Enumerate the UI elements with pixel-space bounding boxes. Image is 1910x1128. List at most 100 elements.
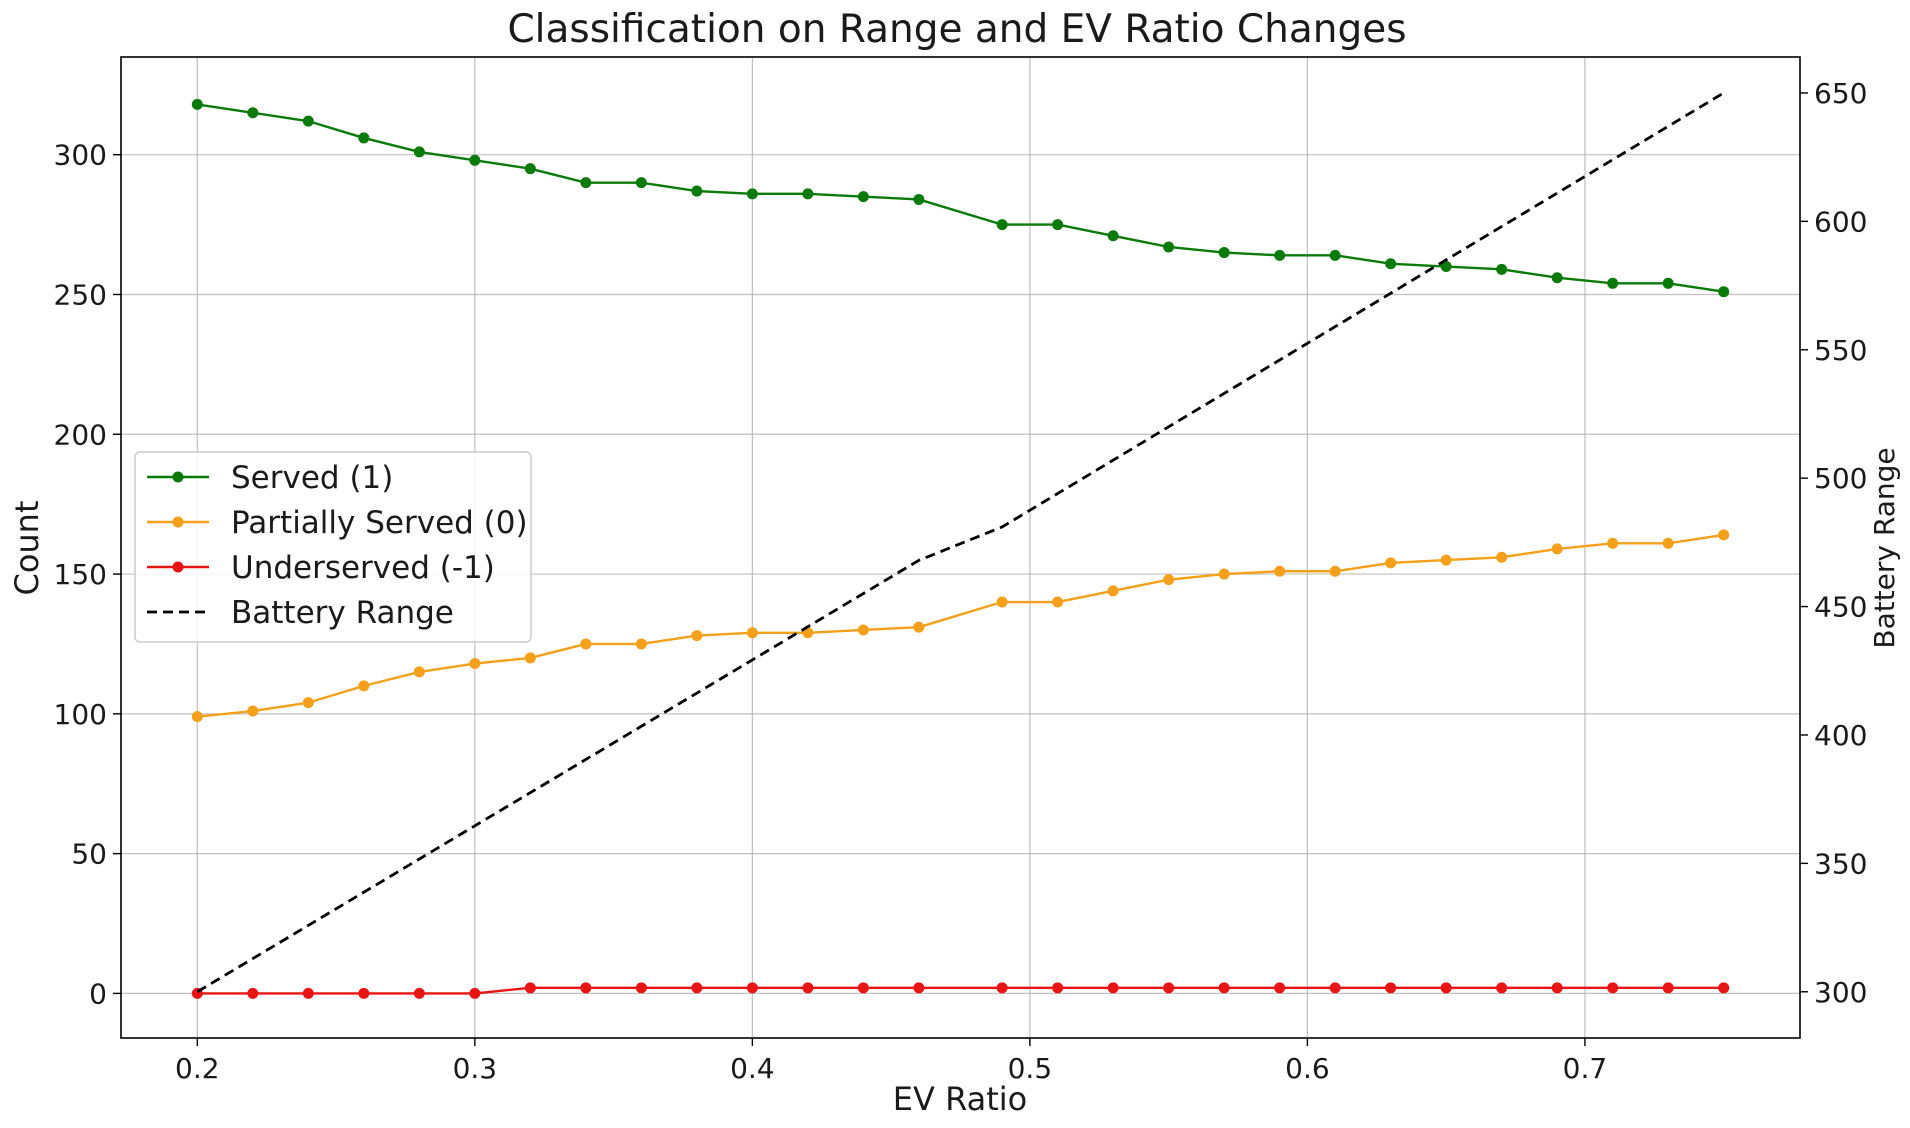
data-point: [1329, 982, 1341, 994]
data-point: [691, 185, 703, 197]
data-point: [1607, 277, 1619, 289]
x-tick-label: 0.2: [175, 1052, 220, 1085]
data-point: [469, 154, 481, 166]
data-point: [746, 982, 758, 994]
data-point: [1551, 543, 1563, 555]
data-point: [469, 987, 481, 999]
data-point: [1718, 529, 1730, 541]
legend-label: Partially Served (0): [231, 505, 528, 541]
data-point: [580, 982, 592, 994]
data-point: [524, 163, 536, 175]
legend-box: [134, 451, 532, 643]
data-point: [1607, 537, 1619, 549]
series-2: [191, 982, 1730, 999]
data-point: [857, 624, 869, 636]
data-point: [580, 177, 592, 189]
data-point: [1218, 247, 1230, 259]
legend-label: Underserved (-1): [231, 550, 495, 586]
data-point: [1107, 230, 1119, 242]
data-point: [996, 219, 1008, 231]
data-point: [1385, 258, 1397, 270]
data-point: [358, 132, 370, 144]
data-point: [802, 982, 814, 994]
x-ticks: 0.2 0.3 0.4 0.5 0.6 0.7: [175, 1038, 1607, 1085]
data-point: [802, 188, 814, 200]
chart-title: Classification on Range and EV Ratio Cha…: [507, 7, 1406, 52]
data-point: [635, 177, 647, 189]
data-point: [1107, 585, 1119, 597]
data-point: [691, 630, 703, 642]
data-point: [1163, 241, 1175, 253]
y2-tick-label: 650: [1814, 77, 1867, 110]
data-point: [1163, 982, 1175, 994]
data-point: [1662, 537, 1674, 549]
data-point: [1107, 982, 1119, 994]
data-point: [1440, 554, 1452, 566]
data-point: [191, 711, 203, 723]
data-point: [413, 987, 425, 999]
data-point: [1274, 982, 1286, 994]
grid: [121, 57, 1800, 1038]
x-axis-label: EV Ratio: [893, 1080, 1027, 1118]
y2-tick-label: 500: [1814, 462, 1867, 495]
data-point: [1385, 557, 1397, 569]
legend-entries: Served (1) Partially Served (0) Underserve…: [147, 460, 528, 631]
data-point: [580, 638, 592, 650]
y2-tick-label: 550: [1814, 334, 1867, 367]
legend: Served (1) Partially Served (0) Underserve…: [134, 451, 532, 643]
data-point: [1052, 982, 1064, 994]
y2-tick-label: 300: [1814, 976, 1867, 1009]
data-point: [358, 680, 370, 692]
data-point: [358, 987, 370, 999]
data-point: [1218, 982, 1230, 994]
y2-tick-label: 450: [1814, 591, 1867, 624]
data-point: [302, 987, 314, 999]
series-line: [197, 533, 1724, 718]
y-tick-label: 250: [54, 278, 107, 311]
data-point: [746, 627, 758, 639]
data-point: [1052, 596, 1064, 608]
data-point: [996, 596, 1008, 608]
data-point: [1496, 551, 1508, 563]
y2-tick-label: 600: [1814, 205, 1867, 238]
legend-label: Battery Range: [231, 595, 454, 631]
data-point: [913, 982, 925, 994]
data-point: [1662, 277, 1674, 289]
series-line: [196, 91, 1725, 993]
data-point: [857, 191, 869, 203]
x-tick-label: 0.7: [1563, 1052, 1608, 1085]
series-line: [197, 103, 1724, 293]
legend-marker: [172, 471, 184, 483]
y2-axis-label: Battery Range: [1868, 447, 1901, 648]
data-point: [1551, 272, 1563, 284]
data-point: [302, 115, 314, 127]
y-tick-label: 300: [54, 139, 107, 172]
y-tick-label: 150: [54, 558, 107, 591]
plot-frame: [120, 56, 1801, 1039]
y2-tick-label: 350: [1814, 847, 1867, 880]
data-point: [1329, 249, 1341, 261]
data-point: [1718, 982, 1730, 994]
data-point: [691, 982, 703, 994]
series-0: [191, 98, 1730, 298]
data-point: [1052, 219, 1064, 231]
data-point: [857, 982, 869, 994]
series-line: [197, 986, 1724, 995]
series-layer: [191, 91, 1730, 999]
data-point: [413, 666, 425, 678]
y2-ticks: 300 350 400 450 500 550 600 650: [1800, 77, 1867, 1009]
data-point: [1551, 982, 1563, 994]
data-point: [1718, 286, 1730, 298]
x-tick-label: 0.3: [453, 1052, 498, 1085]
data-point: [247, 987, 259, 999]
series-1: [191, 529, 1730, 723]
data-point: [913, 621, 925, 633]
data-point: [524, 652, 536, 664]
data-point: [1385, 982, 1397, 994]
data-point: [247, 107, 259, 119]
data-point: [1662, 982, 1674, 994]
data-point: [191, 98, 203, 110]
data-point: [1274, 565, 1286, 577]
x-tick-label: 0.5: [1008, 1052, 1053, 1085]
